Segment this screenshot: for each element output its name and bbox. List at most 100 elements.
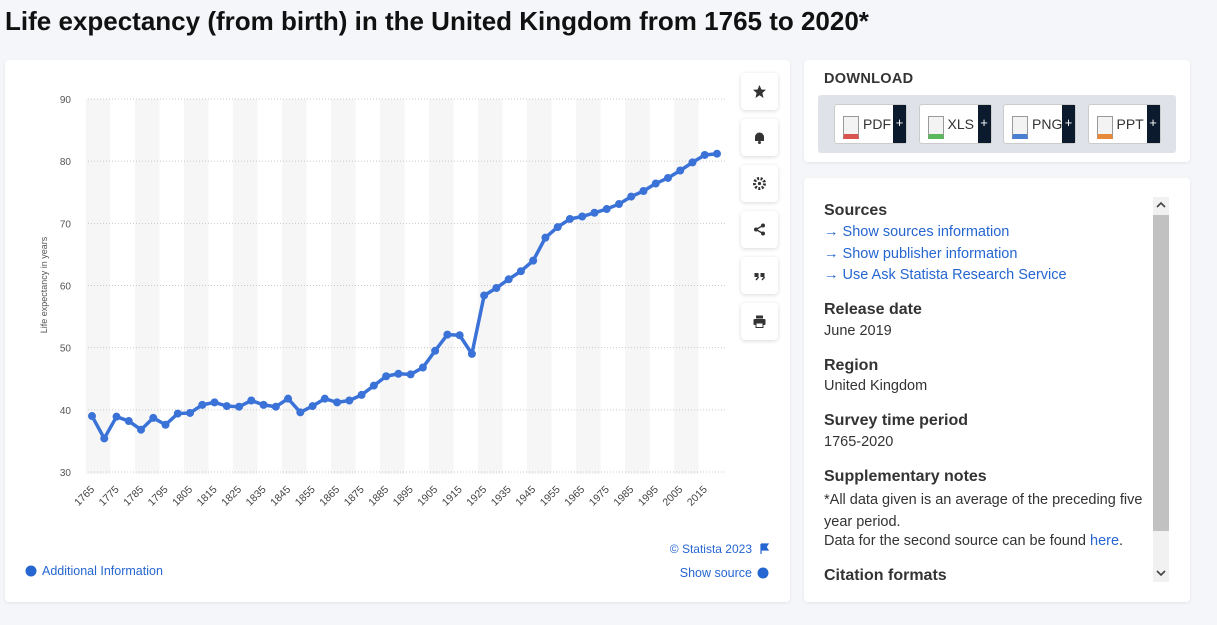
background-stripe <box>576 99 601 474</box>
format-label[interactable]: XLS <box>947 116 974 132</box>
page-title: Life expectancy (from birth) in the Unit… <box>5 6 869 36</box>
data-point <box>590 208 599 217</box>
data-point <box>173 409 182 418</box>
cite-button[interactable] <box>741 257 778 294</box>
data-point <box>614 200 623 209</box>
data-point <box>271 402 280 411</box>
y-axis-label: Life expectancy in years <box>39 236 49 333</box>
y-tick-label: 90 <box>60 95 72 106</box>
download-button[interactable]: PPT + <box>1087 104 1161 144</box>
download-button[interactable]: XLS + <box>918 104 992 144</box>
sources-link[interactable]: → Show sources information <box>824 224 1010 240</box>
data-point <box>186 408 195 417</box>
region: United Kingdom <box>824 378 928 394</box>
data-point <box>112 412 121 421</box>
data-line <box>90 151 718 441</box>
background-stripe <box>281 99 307 474</box>
x-tick-label: 1895 <box>391 484 416 509</box>
flag-icon <box>760 543 770 554</box>
background-stripe <box>674 99 699 474</box>
y-tick-label: 70 <box>60 219 72 230</box>
data-point <box>443 330 452 339</box>
data-point <box>320 394 329 403</box>
chart-panel: 30 40 50 60 70 80 90 1765 1775 1785 1795 1805 1815 18… <box>5 60 790 602</box>
link-text[interactable]: Use Ask Statista Research Service <box>842 267 1067 283</box>
data-point <box>639 187 648 196</box>
data-point <box>247 396 256 405</box>
data-point <box>688 158 697 167</box>
favorite-button[interactable] <box>741 73 778 110</box>
data-point <box>541 233 550 242</box>
data-point <box>492 283 501 292</box>
details-panel <box>804 178 1190 602</box>
data-point <box>124 417 133 426</box>
x-tick-label: 1845 <box>268 484 293 509</box>
data-point <box>210 398 219 407</box>
settings-button[interactable] <box>741 165 778 202</box>
download-button[interactable]: PDF + <box>834 104 907 144</box>
x-tick-label: 1875 <box>342 484 367 509</box>
plus[interactable]: + <box>893 105 906 143</box>
plus[interactable]: + <box>1146 105 1160 143</box>
x-tick-label: 1945 <box>513 484 538 509</box>
release-date: June 2019 <box>824 323 892 339</box>
link-text[interactable]: Show sources information <box>842 224 1010 240</box>
y-tick-label: 80 <box>60 157 72 168</box>
note-text: . <box>1119 533 1124 549</box>
scrollbar[interactable] <box>1153 197 1169 582</box>
note-link[interactable]: here <box>1090 533 1120 549</box>
data-point <box>516 267 525 276</box>
data-point <box>259 400 268 409</box>
background-stripe <box>527 99 552 474</box>
data-point <box>529 256 538 265</box>
print-button[interactable] <box>741 303 778 340</box>
data-point <box>198 400 207 409</box>
format-label[interactable]: PNG <box>1032 116 1063 132</box>
x-tick-label: 1785 <box>121 484 146 509</box>
x-tick-label: 1935 <box>489 484 514 509</box>
research-link[interactable]: → Use Ask Statista Research Service <box>824 267 1067 283</box>
data-point <box>284 394 293 403</box>
info-icon <box>757 567 769 579</box>
link-text[interactable]: Show publisher information <box>842 246 1018 262</box>
data-point <box>369 381 378 390</box>
notification-button[interactable] <box>741 119 778 156</box>
share-button[interactable] <box>741 211 778 248</box>
file-icon <box>843 116 859 139</box>
x-tick-label: 1905 <box>415 484 440 509</box>
x-tick-label: 1835 <box>244 484 269 509</box>
y-tick-label: 50 <box>60 344 72 355</box>
format-label[interactable]: PDF <box>863 116 891 132</box>
data-point <box>663 173 672 182</box>
format-label[interactable]: PPT <box>1116 116 1144 132</box>
x-tick-label: 2015 <box>685 484 710 509</box>
sources-heading: Sources <box>824 202 888 219</box>
publisher-link[interactable]: → Show publisher information <box>824 246 1018 262</box>
x-tick-label: 1815 <box>195 484 220 509</box>
data-point <box>357 390 366 399</box>
data-point <box>700 150 709 159</box>
download-button[interactable]: PNG + <box>1003 104 1076 144</box>
data-point <box>100 434 109 443</box>
notes-heading: Supplementary notes <box>824 468 987 485</box>
x-tick-label: 1865 <box>317 484 342 509</box>
background-stripe <box>232 99 258 474</box>
data-point <box>333 398 342 407</box>
plus[interactable]: + <box>977 105 991 143</box>
release-date-heading: Release date <box>824 301 922 318</box>
background-stripe <box>429 99 454 474</box>
x-tick-label: 1925 <box>464 484 489 509</box>
data-point <box>406 370 415 379</box>
note: *All data given is an average of the pre… <box>824 492 1143 530</box>
data-point <box>455 331 464 340</box>
data-point <box>235 402 244 411</box>
background-stripe <box>330 99 356 474</box>
source-note: Data for the second source can be found … <box>824 533 1123 549</box>
scrollbar-thumb[interactable] <box>1153 215 1169 531</box>
plus[interactable]: + <box>1062 105 1075 143</box>
background-stripe <box>379 99 405 474</box>
file-icon <box>927 116 944 139</box>
data-point <box>676 166 685 175</box>
